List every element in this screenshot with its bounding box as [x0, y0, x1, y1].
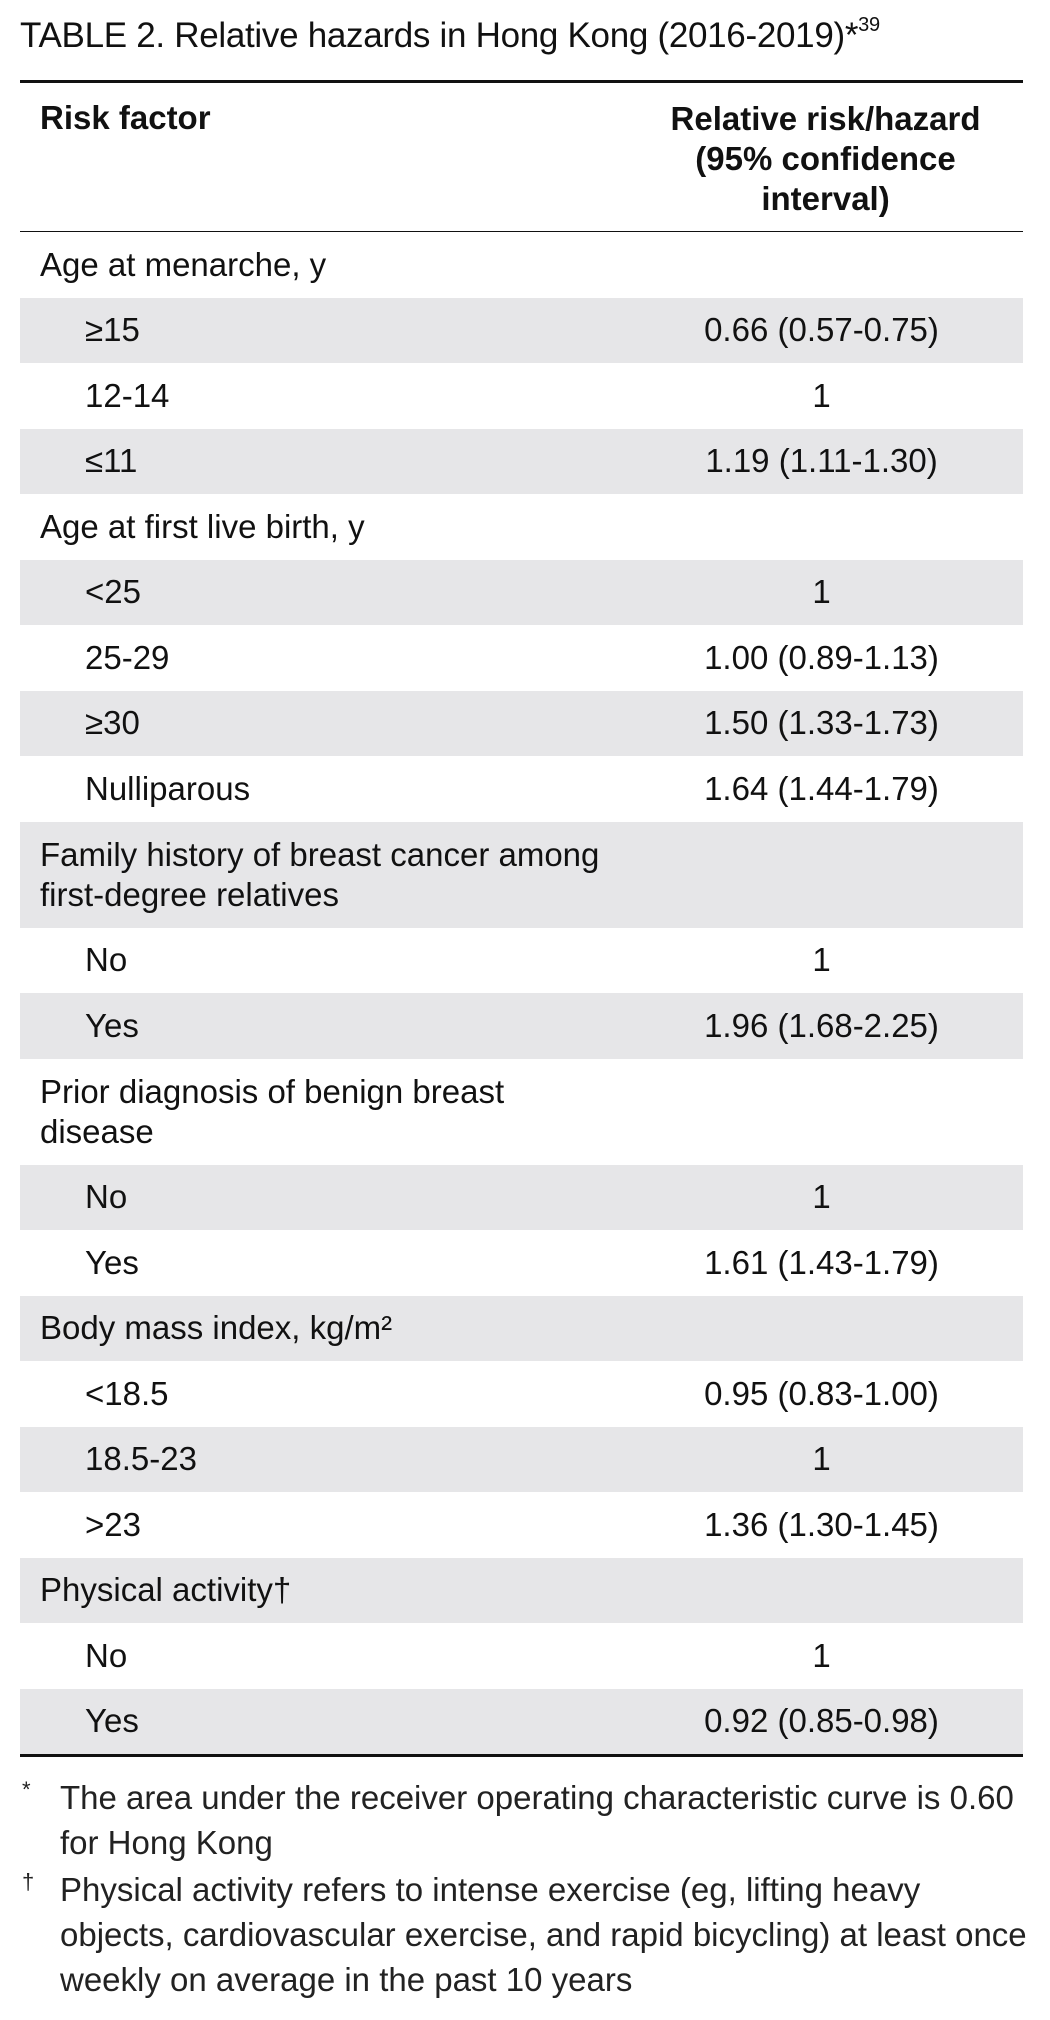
row-label: Yes — [85, 1006, 139, 1044]
footnote: * The area under the receiver operating … — [20, 1775, 1030, 1865]
table-row: ≥30 1.50 (1.33-1.73) — [20, 690, 1023, 756]
table-header: Risk factor Relative risk/hazard (95% co… — [20, 83, 1023, 232]
row-value: 1.00 (0.89-1.13) — [704, 638, 939, 676]
row-label: 18.5-23 — [85, 1440, 197, 1478]
row-label: No — [85, 1178, 128, 1216]
row-value: 1 — [812, 1440, 831, 1478]
row-label: Yes — [85, 1243, 139, 1281]
table-title-text: TABLE 2. Relative hazards in Hong Kong (… — [20, 16, 859, 55]
row-label: Family history of breast cancer among fi… — [40, 835, 600, 913]
table-row: Nulliparous 1.64 (1.44-1.79) — [20, 756, 1023, 822]
row-value: 0.66 (0.57-0.75) — [704, 311, 939, 349]
table-row: Yes 0.92 (0.85-0.98) — [20, 1688, 1023, 1754]
table-row: Prior diagnosis of benign breast disease — [20, 1059, 1023, 1165]
table-row: No 1 — [20, 928, 1023, 994]
row-value: 0.95 (0.83-1.00) — [704, 1374, 939, 1412]
footnote-text: The area under the receiver operating ch… — [60, 1779, 1014, 1861]
table-row: Age at menarche, y — [20, 232, 1023, 298]
row-value: 1 — [812, 941, 831, 979]
table-footnotes: * The area under the receiver operating … — [20, 1775, 1030, 2004]
table-row: ≤11 1.19 (1.11-1.30) — [20, 428, 1023, 494]
row-label: 25-29 — [85, 638, 170, 676]
row-label: ≤11 — [85, 442, 138, 480]
row-label: <25 — [85, 573, 141, 611]
risk-table: Risk factor Relative risk/hazard (95% co… — [20, 80, 1023, 1757]
row-value: 1.36 (1.30-1.45) — [704, 1505, 939, 1543]
table-row: Yes 1.96 (1.68-2.25) — [20, 993, 1023, 1059]
table-row: Body mass index, kg/m² — [20, 1295, 1023, 1361]
table-row: <25 1 — [20, 559, 1023, 625]
reference-number: 39 — [858, 14, 880, 36]
table-row: Age at first live birth, y — [20, 494, 1023, 560]
row-label: Age at menarche, y — [40, 245, 327, 283]
header-relative-risk: Relative risk/hazard (95% confidence int… — [670, 100, 981, 217]
footnote-mark: * — [22, 1777, 31, 1802]
table-title: TABLE 2. Relative hazards in Hong Kong (… — [20, 14, 880, 56]
row-label: 12-14 — [85, 376, 170, 414]
footnote: † Physical activity refers to intense ex… — [20, 1867, 1030, 2002]
row-label: ≥15 — [85, 311, 140, 349]
row-label: Physical activity† — [40, 1571, 292, 1609]
row-value: 1.50 (1.33-1.73) — [704, 704, 939, 742]
table-row: >23 1.36 (1.30-1.45) — [20, 1492, 1023, 1558]
table-row: No 1 — [20, 1623, 1023, 1689]
table-row: ≥15 0.66 (0.57-0.75) — [20, 297, 1023, 363]
table-bottom-rule — [20, 1754, 1023, 1757]
row-label: Yes — [85, 1702, 139, 1740]
row-value: 1 — [812, 573, 831, 611]
row-label: Nulliparous — [85, 769, 251, 807]
table-row: Physical activity† — [20, 1557, 1023, 1623]
footnote-text: Physical activity refers to intense exer… — [60, 1871, 1027, 1998]
row-value: 1.19 (1.11-1.30) — [705, 442, 938, 480]
table-row: No 1 — [20, 1164, 1023, 1230]
header-risk-factor: Risk factor — [40, 99, 211, 136]
row-label: No — [85, 941, 128, 979]
row-value: 1.64 (1.44-1.79) — [704, 769, 939, 807]
table-row: Family history of breast cancer among fi… — [20, 821, 1023, 928]
row-value: 1 — [812, 1636, 831, 1674]
row-label: Body mass index, kg/m² — [40, 1309, 393, 1347]
table-row: <18.5 0.95 (0.83-1.00) — [20, 1361, 1023, 1427]
row-label: ≥30 — [85, 704, 140, 742]
row-label: >23 — [85, 1505, 141, 1543]
row-value: 1.96 (1.68-2.25) — [704, 1006, 939, 1044]
row-label: Age at first live birth, y — [40, 507, 365, 545]
row-value: 1 — [812, 376, 831, 414]
row-label: Prior diagnosis of benign breast disease — [40, 1072, 505, 1150]
footnote-mark: † — [22, 1869, 35, 1894]
table-row: 18.5-23 1 — [20, 1426, 1023, 1492]
row-label: No — [85, 1636, 128, 1674]
table-row: 12-14 1 — [20, 363, 1023, 429]
row-value: 1 — [812, 1178, 831, 1216]
row-label: <18.5 — [85, 1374, 169, 1412]
table-row: Yes 1.61 (1.43-1.79) — [20, 1230, 1023, 1296]
row-value: 1.61 (1.43-1.79) — [704, 1243, 939, 1281]
table-row: 25-29 1.00 (0.89-1.13) — [20, 625, 1023, 691]
table-top-rule — [20, 80, 1023, 83]
row-value: 0.92 (0.85-0.98) — [704, 1702, 939, 1740]
